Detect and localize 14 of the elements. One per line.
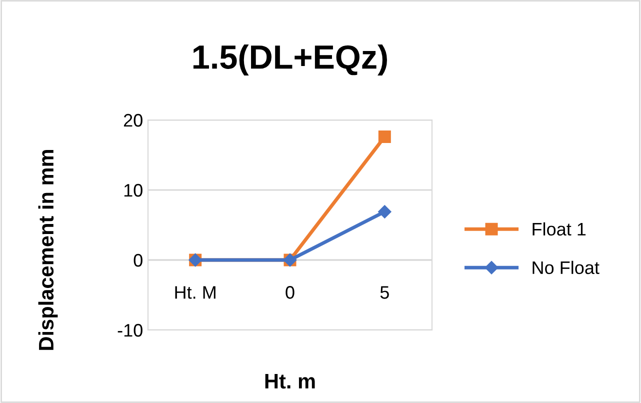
x-tick-label: 5 (380, 286, 389, 299)
x-axis-title: Ht. m (265, 374, 315, 389)
legend-label: No Float (532, 260, 600, 274)
y-tick-label: 0 (134, 254, 142, 267)
x-tick-label: 0 (286, 286, 294, 299)
y-tick-label: -10 (118, 324, 142, 337)
x-tick-label: Ht. M (175, 286, 216, 299)
point (378, 130, 391, 144)
y-tick-label: 10 (124, 184, 142, 197)
point (378, 205, 392, 218)
chart-title: 1.5(DL+EQz) (193, 44, 387, 76)
y-axis-title: Displacement in mm (38, 150, 58, 350)
y-tick-label: 20 (124, 114, 142, 127)
legend-label: Float 1 (532, 222, 586, 236)
